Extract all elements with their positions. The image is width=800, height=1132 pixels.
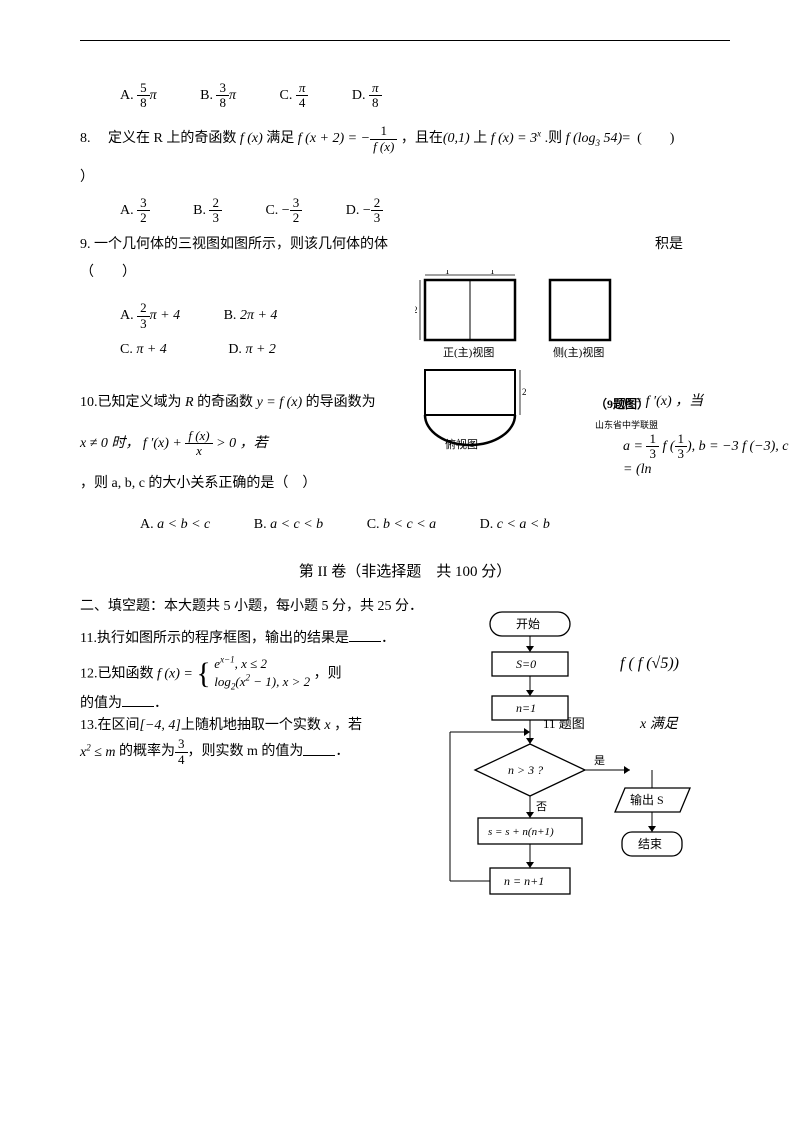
q9-opt-c: C. π + 4 [120,333,167,367]
q10-opt-a: A. a < b < c [140,510,210,541]
q10-opt-c: C. b < c < a [367,510,436,541]
svg-text:n > 3 ?: n > 3 ? [508,763,543,777]
svg-text:2: 2 [415,305,418,315]
q8-num: 8. [80,131,91,146]
q9-opt-d: D. π + 2 [228,333,276,367]
q8-opt-a: A. 32 [120,196,150,227]
svg-text:开始: 开始 [516,617,540,631]
q10-opt-d: D. c < a < b [480,510,550,541]
q9-opt-a: A. 23π + 4 [120,299,180,333]
q7-opt-c: C. π4 [280,81,309,112]
flowchart: 开始 S=0 n=1 n > 3 ? 是 否 s = s + n(n+1) [430,610,700,955]
svg-text:2: 2 [522,387,527,397]
q8-opt-b: B. 23 [193,196,222,227]
blank [349,629,381,642]
blank [303,743,335,756]
q8-opt-d: D. −23 [346,196,384,227]
q10-right-2: a = 13 f (13), b = −3 f (−3), c = (ln [623,432,800,478]
q7-options: A. 58π B. 38π C. π4 D. π8 [120,81,730,112]
q7-opt-d: D. π8 [352,81,382,112]
header-rule [80,40,730,41]
q8-options: A. 32 B. 23 C. −32 D. −23 [120,196,730,227]
q10-options: A. a < b < c B. a < c < b C. b < c < a D… [140,510,730,541]
svg-text:输出 S: 输出 S [630,792,664,807]
exam-page: A. 58π B. 38π C. π4 D. π8 8. 定义在 R 上的奇函数… [0,0,800,1132]
flowchart-svg: 开始 S=0 n=1 n > 3 ? 是 否 s = s + n(n+1) [430,610,700,950]
q8-opt-c: C. −32 [265,196,302,227]
q10-right-1: y = f ′(x) ，当 [623,390,703,410]
svg-text:俯视图: 俯视图 [445,437,478,450]
q8-paren-cont: ） [80,166,730,186]
section-2-header: 第 II 卷（非选择题 共 100 分） [80,560,730,581]
q8: 8. 定义在 R 上的奇函数 f (x) 满足 f (x + 2) = −1f … [80,124,730,154]
svg-text:否: 否 [536,801,547,813]
q10-num: 10. [80,395,98,410]
q9-num: 9. [80,237,91,252]
svg-text:s = s + n(n+1): s = s + n(n+1) [488,826,554,838]
blank [122,694,154,707]
svg-text:1: 1 [490,270,495,276]
q10-opt-b: B. a < c < b [254,510,323,541]
svg-text:1: 1 [445,270,450,276]
svg-text:S=0: S=0 [516,657,536,671]
q7-opt-a: A. 58π [120,81,157,112]
q9-figure-small: 山东省中学联盟 [595,418,658,431]
svg-text:侧(主)视图: 侧(主)视图 [553,345,604,359]
q9-opt-b: B. 2π + 4 [224,299,278,333]
svg-text:正(主)视图: 正(主)视图 [443,345,494,359]
svg-text:是: 是 [594,754,605,767]
svg-text:结束: 结束 [638,837,662,851]
q7-opt-b: B. 38π [200,81,236,112]
svg-text:n=1: n=1 [516,701,536,715]
svg-text:n = n+1: n = n+1 [504,874,544,888]
